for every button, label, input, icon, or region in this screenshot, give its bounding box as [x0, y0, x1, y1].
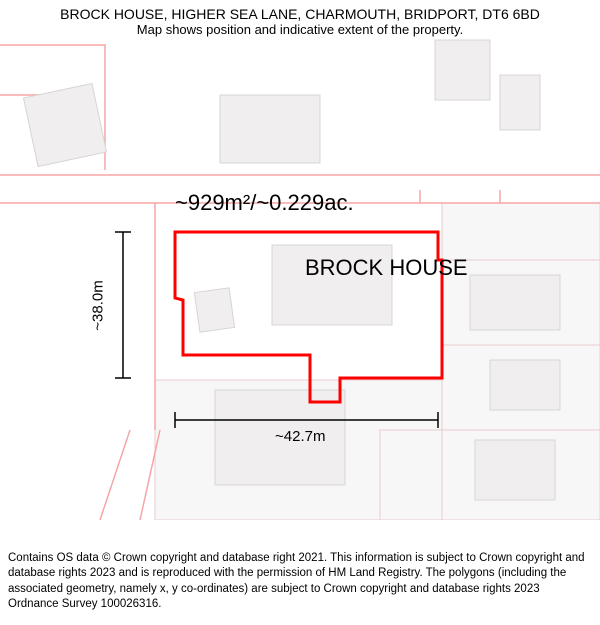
property-name-label: BROCK HOUSE — [305, 255, 468, 281]
map-container: ~929m²/~0.229ac. BROCK HOUSE ~38.0m ~42.… — [0, 0, 600, 520]
width-dimension-label: ~42.7m — [275, 428, 325, 445]
copyright-footer: Contains OS data © Crown copyright and d… — [0, 545, 600, 625]
area-measurement: ~929m²/~0.229ac. — [175, 190, 354, 216]
page-subtitle: Map shows position and indicative extent… — [10, 22, 590, 37]
height-dimension-label: ~38.0m — [90, 280, 107, 330]
page-title: BROCK HOUSE, HIGHER SEA LANE, CHARMOUTH,… — [10, 6, 590, 22]
